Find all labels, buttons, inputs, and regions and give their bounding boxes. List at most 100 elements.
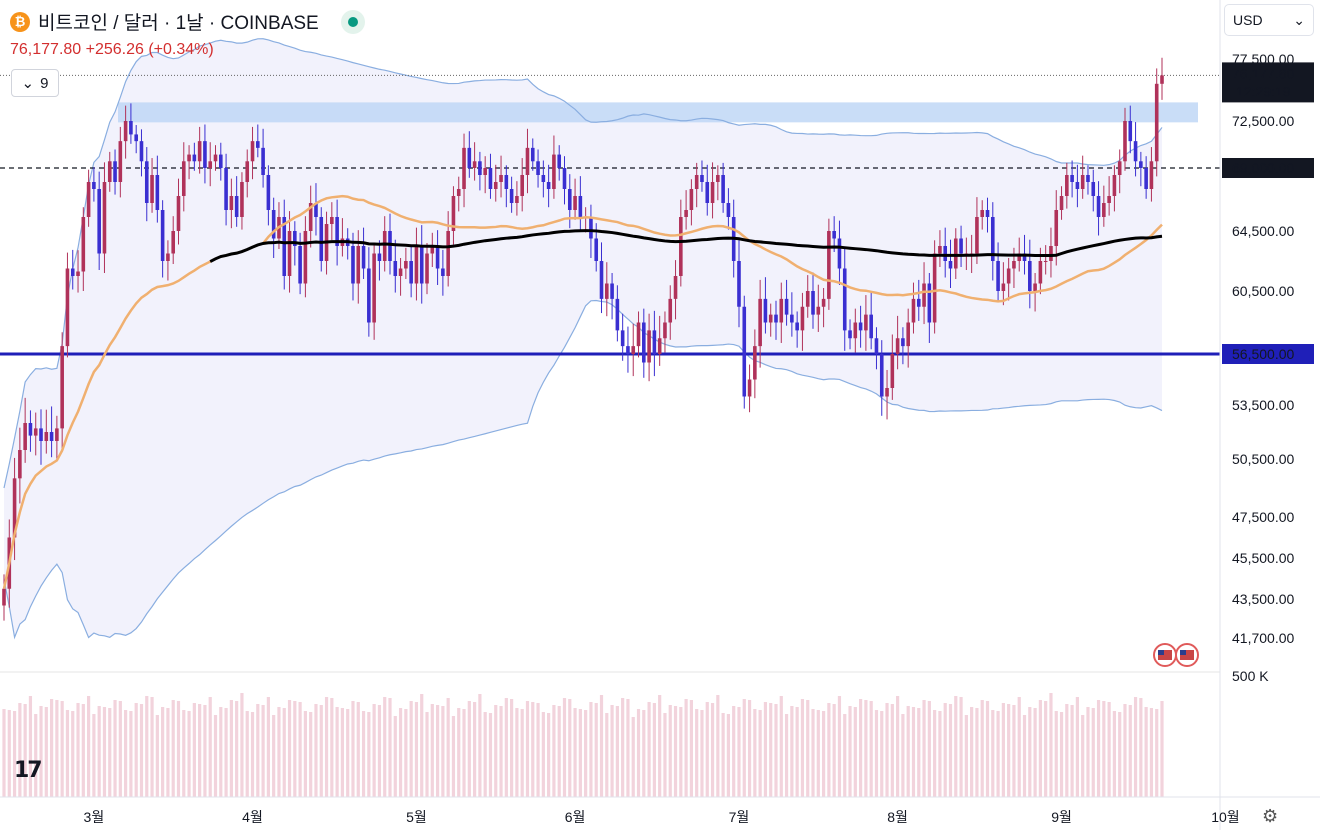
candle-body[interactable] [1091,182,1096,196]
candle-body[interactable] [393,261,398,276]
candle-body[interactable] [858,322,863,331]
candle-body[interactable] [271,210,276,239]
candle-body[interactable] [959,238,963,254]
candle-body[interactable] [372,253,376,323]
candle-body[interactable] [419,246,424,284]
candle-body[interactable] [367,268,371,323]
candle-body[interactable] [753,346,757,380]
candle-body[interactable] [684,210,688,217]
candle-body[interactable] [493,182,498,189]
candle-body[interactable] [626,346,630,354]
candle-body[interactable] [578,196,583,217]
candle-body[interactable] [1160,75,1164,84]
candle-body[interactable] [451,196,456,231]
candle-body[interactable] [821,298,826,307]
candle-body[interactable] [642,322,646,363]
candle-body[interactable] [943,246,948,261]
candle-body[interactable] [86,182,91,217]
candle-body[interactable] [604,283,609,299]
candle-body[interactable] [895,338,900,354]
candle-body[interactable] [330,217,334,224]
candle-body[interactable] [1133,141,1138,162]
candle-body[interactable] [1006,268,1011,284]
candle-body[interactable] [948,261,953,269]
candle-body[interactable] [229,196,234,210]
candle-body[interactable] [1012,261,1016,269]
candle-body[interactable] [134,134,138,142]
candle-body[interactable] [488,168,493,189]
candle-body[interactable] [398,268,403,277]
candle-body[interactable] [953,238,958,269]
market-open-icon[interactable] [340,9,365,34]
candle-body[interactable] [758,298,762,347]
candle-body[interactable] [509,189,514,203]
candle-body[interactable] [673,276,678,299]
candle-body[interactable] [92,182,96,189]
candle-body[interactable] [620,330,625,347]
candle-body[interactable] [1065,175,1069,196]
candle-body[interactable] [49,432,54,441]
candle-body[interactable] [1022,253,1027,262]
candle-body[interactable] [557,154,562,168]
candle-body[interactable] [467,147,472,168]
candle-body[interactable] [404,261,408,269]
candle-body[interactable] [562,168,567,189]
resistance-zone[interactable] [118,102,1198,123]
candle-body[interactable] [187,154,191,162]
candle-body[interactable] [441,268,445,277]
candle-body[interactable] [530,147,535,162]
candle-body[interactable] [784,298,789,315]
candle-body[interactable] [1043,261,1048,262]
candle-body[interactable] [197,141,202,162]
candle-body[interactable] [192,154,197,162]
candle-body[interactable] [779,298,784,323]
candle-body[interactable] [1154,83,1159,162]
candle-body[interactable] [107,161,112,182]
candle-body[interactable] [1049,246,1053,261]
candle-body[interactable] [552,154,556,189]
candle-body[interactable] [499,175,503,182]
candle-body[interactable] [1086,175,1090,182]
candle-body[interactable] [1128,121,1133,142]
candle-body[interactable] [589,217,593,239]
candle-body[interactable] [160,210,165,261]
candle-body[interactable] [1123,121,1127,162]
candle-body[interactable] [1107,196,1111,203]
candle-body[interactable] [795,322,799,331]
candle-body[interactable] [536,161,540,175]
candle-body[interactable] [456,189,461,196]
candle-body[interactable] [129,121,133,135]
candle-body[interactable] [55,428,59,441]
candle-body[interactable] [435,246,440,269]
candle-body[interactable] [546,182,551,189]
candle-body[interactable] [705,182,710,203]
candle-body[interactable] [599,261,604,299]
candle-body[interactable] [1038,261,1043,284]
candle-body[interactable] [906,322,910,347]
candle-body[interactable] [520,175,524,196]
candle-body[interactable] [2,588,6,606]
candle-body[interactable] [774,314,778,323]
candle-body[interactable] [710,182,715,203]
candle-body[interactable] [256,141,260,148]
candle-body[interactable] [768,314,773,323]
candle-body[interactable] [657,338,662,354]
candle-body[interactable] [113,161,117,182]
candle-body[interactable] [12,478,17,538]
candle-body[interactable] [763,298,768,323]
candle-body[interactable] [1059,196,1064,210]
candle-body[interactable] [1028,261,1032,291]
candle-body[interactable] [414,246,419,284]
currency-select[interactable]: USD ⌄ [1224,4,1314,36]
candle-body[interactable] [726,203,731,217]
candle-body[interactable] [298,246,302,284]
candle-body[interactable] [462,147,466,189]
candle-body[interactable] [874,338,879,354]
candle-body[interactable] [890,354,895,388]
candle-body[interactable] [81,217,86,272]
candle-body[interactable] [853,322,858,339]
candle-body[interactable] [335,217,339,246]
candle-body[interactable] [848,330,852,339]
candle-body[interactable] [478,161,482,175]
candle-body[interactable] [742,306,747,397]
